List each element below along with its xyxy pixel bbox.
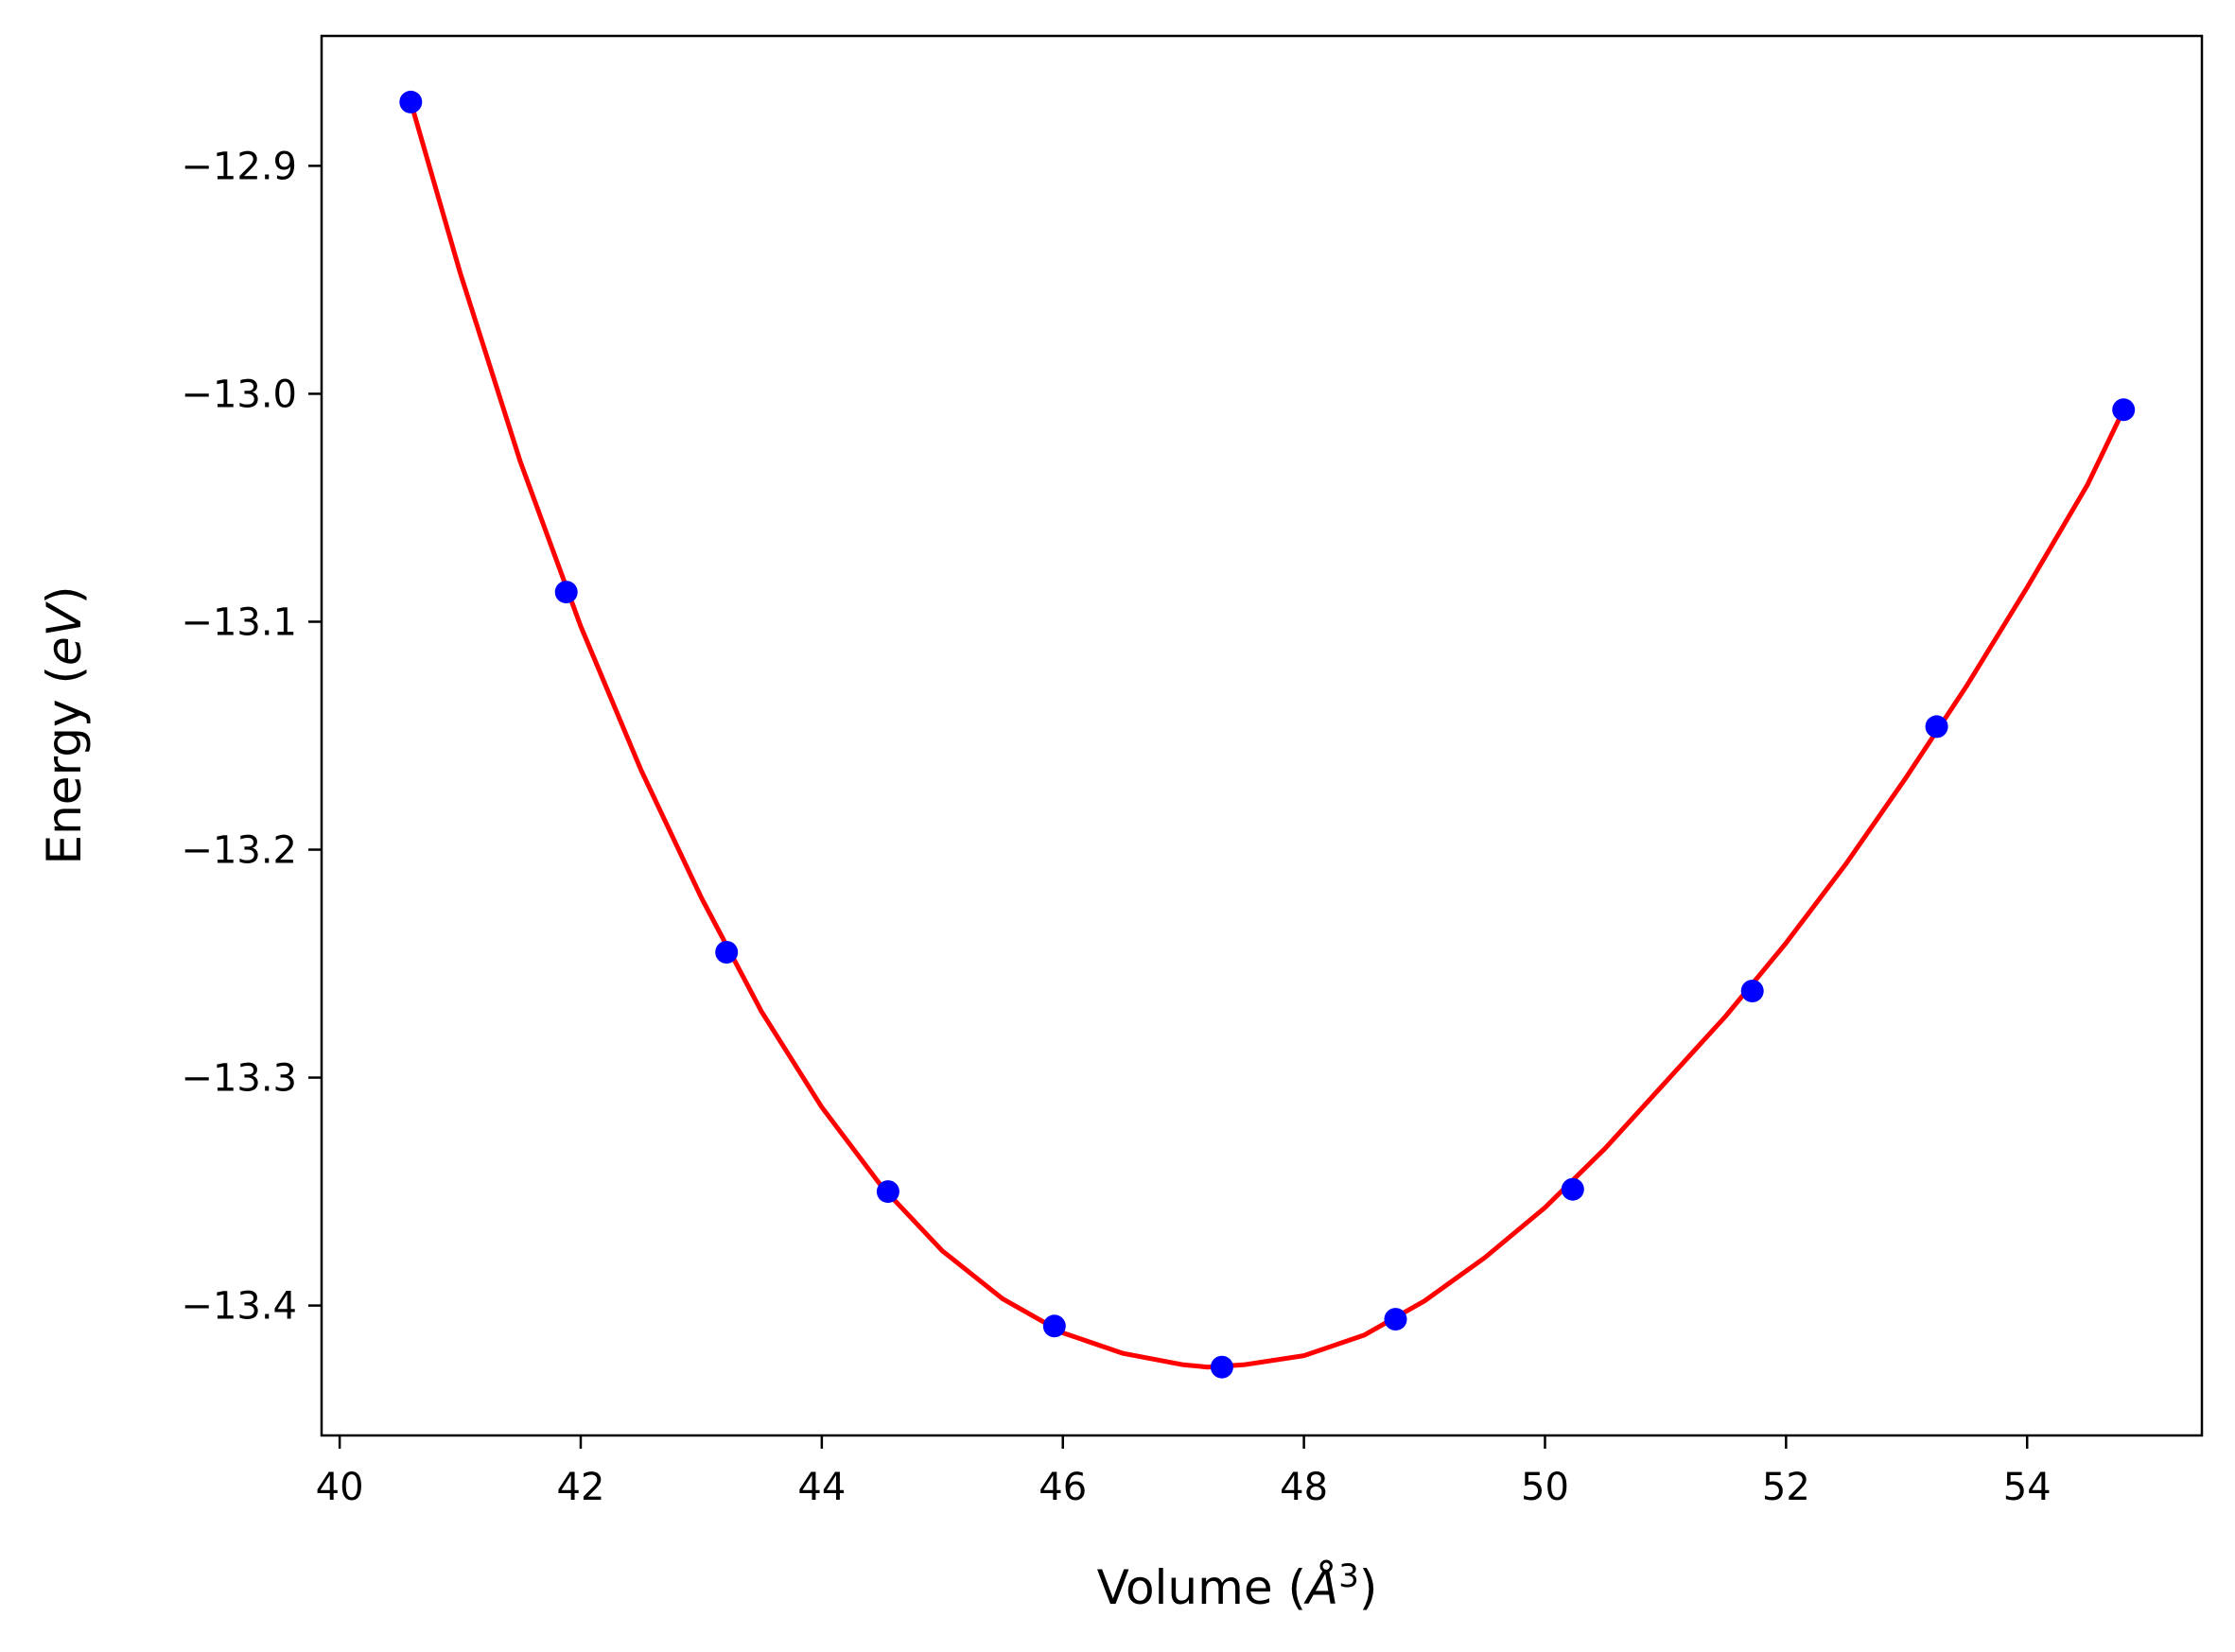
y-tick-label: −13.0: [181, 373, 297, 416]
x-tick-label: 52: [1762, 1466, 1810, 1509]
plot-frame: [320, 34, 2204, 1437]
ticks-layer: 40 42 44 46 48 50 52 54 −12.9 −13.0 −13.1 −13.2 −13.…: [181, 145, 2051, 1509]
x-tick-label: 50: [1521, 1466, 1569, 1509]
x-axis-label-unit: Å: [1303, 1560, 1338, 1615]
y-axis-label-close: ): [37, 586, 92, 605]
data-point: [1042, 1314, 1066, 1338]
x-tick-label: 46: [1039, 1466, 1087, 1509]
plot-layer: [399, 90, 2136, 1379]
x-axis-label-exponent: 3: [1338, 1557, 1359, 1595]
y-axis-label-unit: eV: [37, 600, 92, 666]
x-tick-label: 48: [1280, 1466, 1328, 1509]
x-tick-label: 54: [2003, 1466, 2052, 1509]
data-point: [1740, 980, 1764, 1002]
data-point: [1925, 715, 1948, 739]
y-axis-label-main: Energy (: [37, 666, 92, 864]
x-tick-label: 44: [797, 1466, 846, 1509]
data-point: [715, 941, 739, 964]
x-axis-label-main: Volume (: [1097, 1560, 1306, 1615]
data-point: [1210, 1355, 1233, 1379]
data-point: [1561, 1177, 1584, 1201]
x-axis-label-close: ): [1359, 1560, 1378, 1615]
y-tick-label: −13.1: [181, 600, 297, 644]
x-tick-label: 40: [316, 1466, 364, 1509]
data-point: [2112, 398, 2136, 422]
data-point: [1384, 1308, 1407, 1331]
data-point: [554, 581, 578, 604]
x-tick-label: 42: [557, 1466, 605, 1509]
y-axis-label: Energy (eV): [37, 586, 92, 865]
fit-curve: [408, 99, 2126, 1370]
y-tick-label: −13.3: [181, 1057, 297, 1101]
y-tick-label: −12.9: [181, 145, 297, 188]
data-point: [876, 1180, 899, 1204]
y-tick-label: −13.2: [181, 829, 297, 873]
data-point: [399, 90, 423, 113]
x-axis-label: Volume (Å3): [1097, 1557, 1378, 1615]
y-tick-label: −13.4: [181, 1285, 297, 1329]
